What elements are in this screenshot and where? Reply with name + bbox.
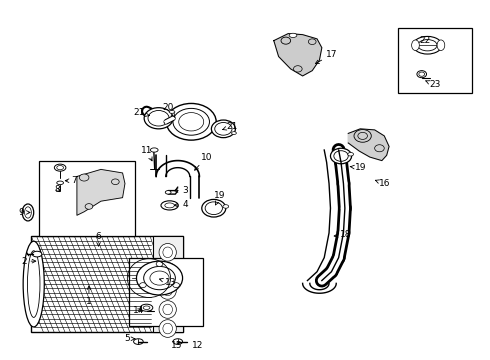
Text: 19: 19 [350,163,366,172]
Ellipse shape [140,304,153,311]
Text: 23: 23 [426,80,441,89]
Ellipse shape [179,113,204,131]
Ellipse shape [358,132,368,139]
Ellipse shape [163,323,172,334]
Ellipse shape [85,204,93,209]
Ellipse shape [159,262,176,280]
Ellipse shape [159,243,176,261]
Ellipse shape [79,174,89,181]
Ellipse shape [215,122,232,135]
Text: 4: 4 [174,200,188,209]
Text: 12: 12 [192,341,204,350]
Text: 2: 2 [21,257,36,266]
Ellipse shape [134,339,143,345]
Ellipse shape [150,148,158,152]
Text: 22: 22 [419,36,431,45]
Ellipse shape [412,40,419,50]
Ellipse shape [57,181,64,185]
Ellipse shape [27,251,40,318]
Ellipse shape [354,130,371,142]
Text: 6: 6 [96,232,101,246]
Ellipse shape [22,204,34,221]
Bar [129,258,203,327]
Ellipse shape [173,283,179,288]
Ellipse shape [143,306,150,310]
Ellipse shape [23,241,44,327]
Text: 14: 14 [133,306,144,315]
Ellipse shape [148,111,169,126]
Text: 7: 7 [65,176,77,185]
Text: 20: 20 [163,103,174,117]
Ellipse shape [437,40,445,50]
Ellipse shape [223,205,229,208]
Polygon shape [348,129,389,161]
Ellipse shape [144,108,173,129]
Bar [40,161,135,237]
Bar [31,237,183,332]
Ellipse shape [330,148,352,164]
Text: 8: 8 [55,185,61,194]
Ellipse shape [375,145,384,152]
Ellipse shape [334,151,348,161]
Ellipse shape [165,190,171,194]
Text: 16: 16 [375,179,390,188]
Text: 13: 13 [159,278,176,287]
Ellipse shape [32,251,42,257]
Ellipse shape [166,103,216,140]
Text: 21: 21 [223,122,237,131]
Ellipse shape [137,261,183,295]
Ellipse shape [163,247,172,258]
Text: 19: 19 [214,192,226,205]
Ellipse shape [419,72,425,76]
Text: 15: 15 [171,341,183,350]
Ellipse shape [163,285,172,296]
Ellipse shape [163,266,172,277]
Ellipse shape [112,179,119,185]
Ellipse shape [348,153,353,156]
Ellipse shape [159,282,176,299]
Ellipse shape [150,271,169,285]
Ellipse shape [281,37,291,44]
Ellipse shape [140,283,146,288]
Text: 5: 5 [124,334,135,343]
Bar [398,28,472,93]
Ellipse shape [54,164,66,171]
Text: 11: 11 [141,145,152,161]
Polygon shape [274,33,322,76]
Text: 3: 3 [174,186,188,195]
Ellipse shape [173,339,183,345]
Ellipse shape [413,36,442,54]
Ellipse shape [163,304,172,315]
Ellipse shape [165,203,174,208]
Ellipse shape [211,120,235,138]
Text: 1: 1 [86,286,92,306]
Ellipse shape [418,40,437,51]
Text: 10: 10 [195,153,212,170]
Ellipse shape [173,108,209,135]
Text: 21: 21 [134,108,149,117]
Polygon shape [77,170,125,215]
Text: 9: 9 [19,208,30,217]
Text: 17: 17 [316,50,337,64]
Ellipse shape [289,33,297,37]
Ellipse shape [205,202,222,215]
Text: 18: 18 [334,230,352,239]
Ellipse shape [202,199,226,217]
Ellipse shape [144,266,175,290]
Ellipse shape [294,66,302,72]
Ellipse shape [232,132,236,135]
Ellipse shape [308,39,316,45]
Ellipse shape [169,111,175,113]
Ellipse shape [161,201,178,210]
Ellipse shape [159,320,176,337]
Ellipse shape [24,207,31,218]
Ellipse shape [57,166,64,170]
Bar [153,237,183,332]
Ellipse shape [159,301,176,318]
Ellipse shape [417,71,426,78]
Ellipse shape [156,261,163,266]
